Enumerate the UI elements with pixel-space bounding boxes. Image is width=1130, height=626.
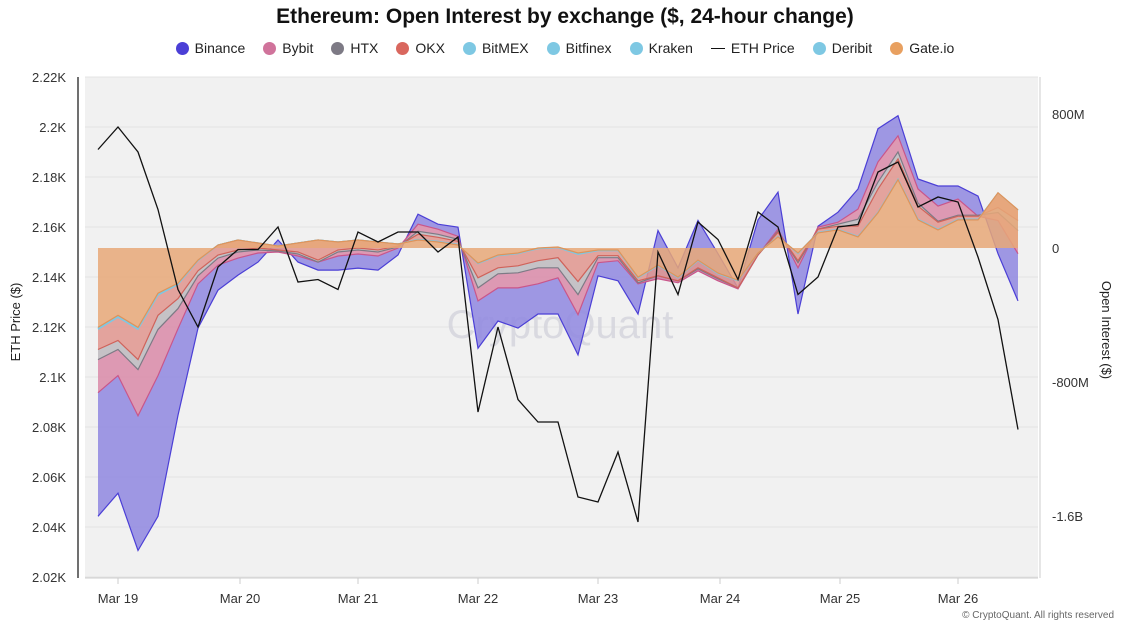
legend-item-okx[interactable]: OKX bbox=[396, 40, 445, 56]
dot-swatch-icon bbox=[331, 41, 345, 55]
dot-swatch-icon bbox=[812, 41, 826, 55]
legend-item-kraken[interactable]: Kraken bbox=[629, 40, 693, 56]
left-tick-label: 2.22K bbox=[32, 70, 66, 85]
left-tick-label: 2.12K bbox=[32, 320, 66, 335]
left-tick-label: 2.02K bbox=[32, 570, 66, 585]
legend-item-gateio[interactable]: Gate.io bbox=[890, 40, 954, 56]
left-tick-label: 2.14K bbox=[32, 270, 66, 285]
area-edge-gateio bbox=[97, 178, 1019, 329]
legend-label: Kraken bbox=[648, 40, 693, 56]
x-tick-label: Mar 19 bbox=[98, 591, 138, 606]
left-tick-label: 2.2K bbox=[39, 120, 66, 135]
left-tick-label: 2.1K bbox=[39, 370, 66, 385]
right-tick-label: 0 bbox=[1052, 241, 1059, 256]
legend-label: Bybit bbox=[282, 40, 314, 56]
dot-swatch-icon bbox=[890, 41, 904, 55]
copyright: © CryptoQuant. All rights reserved bbox=[962, 610, 1114, 621]
x-tick-label: Mar 25 bbox=[820, 591, 860, 606]
legend-item-bitmex[interactable]: BitMEX bbox=[462, 40, 529, 56]
x-tick-label: Mar 22 bbox=[458, 591, 498, 606]
dot-swatch-icon bbox=[263, 41, 277, 55]
right-axis-label: Open Interest ($) bbox=[1099, 281, 1114, 379]
left-tick-label: 2.16K bbox=[32, 220, 66, 235]
area-edge-okx bbox=[97, 157, 1019, 361]
legend-label: Binance bbox=[194, 40, 246, 56]
x-tick-label: Mar 21 bbox=[338, 591, 378, 606]
legend-item-deribit[interactable]: Deribit bbox=[812, 40, 873, 56]
legend-item-ethprice[interactable]: ETH Price bbox=[710, 40, 795, 56]
legend-label: Bitfinex bbox=[565, 40, 612, 56]
right-tick-label: 800M bbox=[1052, 107, 1085, 122]
dot-swatch-icon bbox=[175, 41, 189, 55]
legend-item-bybit[interactable]: Bybit bbox=[263, 40, 313, 56]
x-tick-label: Mar 26 bbox=[938, 591, 978, 606]
right-tick-label: -800M bbox=[1052, 375, 1089, 390]
legend-item-htx[interactable]: HTX bbox=[331, 40, 378, 56]
dot-swatch-icon bbox=[546, 41, 560, 55]
left-tick-label: 2.04K bbox=[32, 520, 66, 535]
right-tick-label: -1.6B bbox=[1052, 509, 1083, 524]
legend-label: OKX bbox=[415, 40, 445, 56]
legend-item-bitfinex[interactable]: Bitfinex bbox=[546, 40, 612, 56]
chart-title: Ethereum: Open Interest by exchange ($, … bbox=[276, 5, 854, 28]
left-tick-label: 2.18K bbox=[32, 170, 66, 185]
dot-swatch-icon bbox=[462, 41, 476, 55]
legend-item-binance[interactable]: Binance bbox=[175, 40, 246, 56]
area-bybit bbox=[98, 135, 1018, 416]
left-tick-label: 2.08K bbox=[32, 420, 66, 435]
legend-label: ETH Price bbox=[730, 40, 795, 56]
dot-swatch-icon bbox=[396, 41, 410, 55]
x-tick-label: Mar 23 bbox=[578, 591, 618, 606]
area-edge-bybit bbox=[97, 134, 1019, 418]
x-tick-label: Mar 20 bbox=[220, 591, 260, 606]
legend: Binance Bybit HTX OKX BitMEX Bitfinex Kraken ET… bbox=[0, 40, 1130, 56]
dot-swatch-icon bbox=[629, 41, 643, 55]
legend-label: Deribit bbox=[831, 40, 873, 56]
left-axis-label: ETH Price ($) bbox=[8, 283, 23, 362]
line-swatch-icon bbox=[710, 47, 725, 49]
legend-label: HTX bbox=[350, 40, 379, 56]
legend-label: BitMEX bbox=[481, 40, 529, 56]
area-htx bbox=[98, 151, 1018, 370]
x-tick-label: Mar 24 bbox=[700, 591, 740, 606]
area-edge-binance bbox=[97, 114, 1019, 552]
legend-label: Gate.io bbox=[909, 40, 955, 56]
left-tick-label: 2.06K bbox=[32, 470, 66, 485]
